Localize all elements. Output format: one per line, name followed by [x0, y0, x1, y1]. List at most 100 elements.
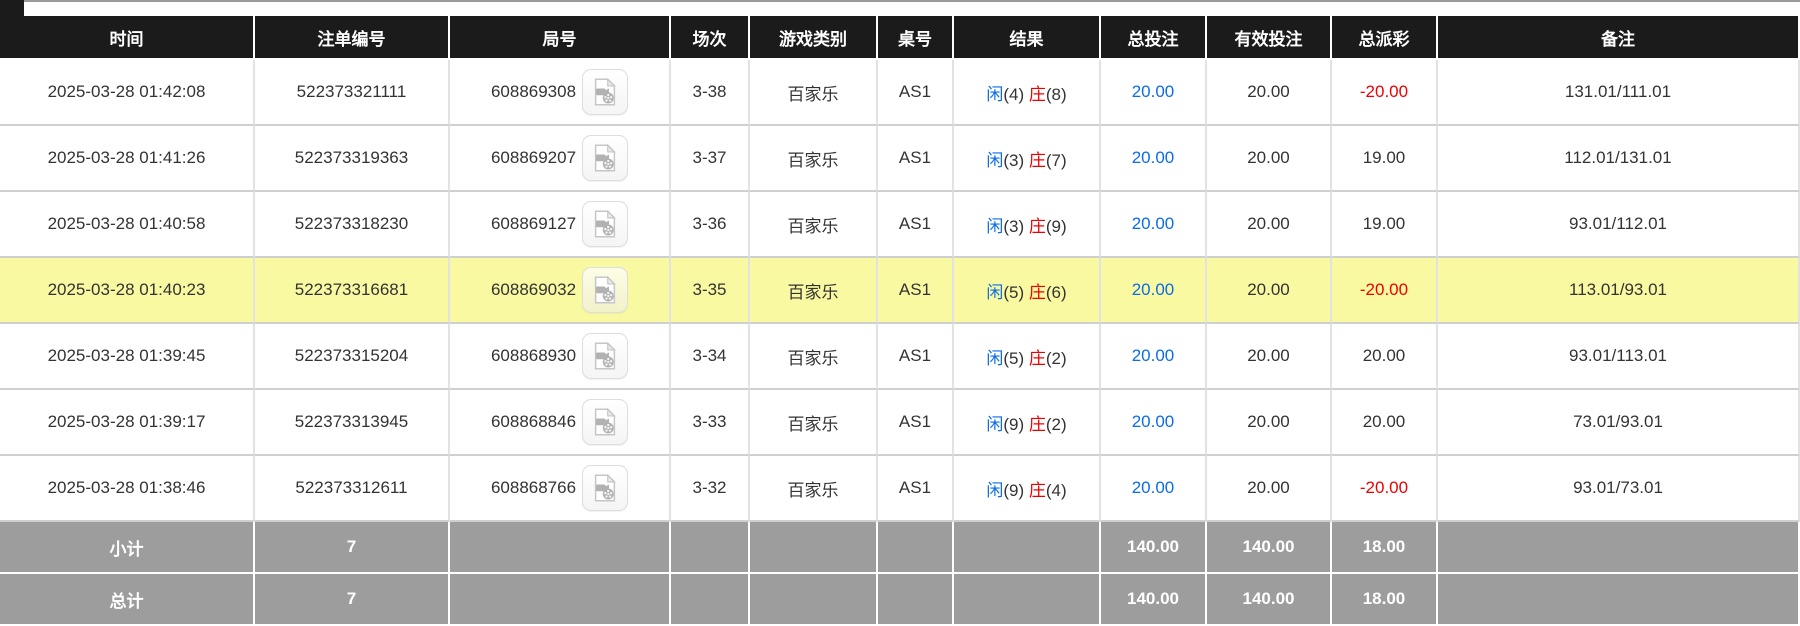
round-id-value: 608869207 — [490, 148, 577, 167]
cell-summary-total-bet: 140.00 — [1101, 522, 1207, 574]
cell-summary-result — [954, 522, 1101, 574]
result-banker-score: (7) — [1045, 150, 1067, 170]
cell-game-type: 百家乐 — [750, 324, 878, 390]
cell-session: 3-34 — [671, 324, 750, 390]
bet-row[interactable]: 2025-03-28 01:39:45 522373315204 608868930… — [0, 324, 1800, 390]
cell-summary-game — [750, 522, 878, 574]
result-banker-label: 庄 — [1028, 84, 1046, 104]
column-header-game: 游戏类别 — [750, 16, 878, 60]
round-id-group: 608869207 — [490, 135, 629, 181]
cell-time: 2025-03-28 01:41:26 — [0, 126, 255, 192]
cell-table-no: AS1 — [878, 60, 954, 126]
cell-payout: -20.00 — [1332, 456, 1438, 522]
cell-summary-payout: 18.00 — [1332, 574, 1438, 626]
bet-row[interactable]: 2025-03-28 01:40:58 522373318230 608869127… — [0, 192, 1800, 258]
cell-summary-count: 7 — [255, 574, 450, 626]
result-banker-label: 庄 — [1028, 414, 1046, 434]
cell-payout: -20.00 — [1332, 258, 1438, 324]
video-replay-button[interactable] — [582, 399, 629, 445]
video-replay-button[interactable] — [582, 267, 629, 313]
column-header-remark: 备注 — [1438, 16, 1800, 60]
cell-bet-id: 522373315204 — [255, 324, 450, 390]
grandtotal-row: 总计 7 140.00 140.00 18.00 — [0, 574, 1800, 626]
cell-result: 闲(5) 庄(6) — [954, 258, 1101, 324]
video-replay-button[interactable] — [582, 69, 629, 115]
video-replay-button[interactable] — [582, 465, 629, 511]
cell-summary-session — [671, 574, 750, 626]
cell-game-type: 百家乐 — [750, 390, 878, 456]
cell-payout: 19.00 — [1332, 192, 1438, 258]
cell-table-no: AS1 — [878, 258, 954, 324]
cell-bet-id: 522373316681 — [255, 258, 450, 324]
cell-summary-table — [878, 522, 954, 574]
cell-summary-table — [878, 574, 954, 626]
cell-remark: 131.01/111.01 — [1438, 60, 1800, 126]
round-id-value: 608868846 — [490, 412, 577, 431]
cell-round-id: 608868930 — [450, 324, 671, 390]
bet-row[interactable]: 2025-03-28 01:40:23 522373316681 608869032… — [0, 258, 1800, 324]
result-player-label: 闲 — [986, 414, 1004, 434]
cell-result: 闲(4) 庄(8) — [954, 60, 1101, 126]
bet-row[interactable]: 2025-03-28 01:42:08 522373321111 608869308… — [0, 60, 1800, 126]
round-id-value: 608869032 — [490, 280, 577, 299]
cell-time: 2025-03-28 01:39:45 — [0, 324, 255, 390]
round-id-value: 608868766 — [490, 478, 577, 497]
cell-payout: 19.00 — [1332, 126, 1438, 192]
bet-row[interactable]: 2025-03-28 01:38:46 522373312611 608868766… — [0, 456, 1800, 522]
cell-payout: -20.00 — [1332, 60, 1438, 126]
result-player-label: 闲 — [986, 282, 1004, 302]
cell-game-type: 百家乐 — [750, 456, 878, 522]
cell-session: 3-38 — [671, 60, 750, 126]
result-player-score: (3) — [1003, 216, 1029, 236]
round-id-group: 608869127 — [491, 201, 629, 247]
cell-round-id: 608869032 — [450, 258, 671, 324]
cell-result: 闲(3) 庄(7) — [954, 126, 1101, 192]
cell-total-bet: 20.00 — [1101, 456, 1207, 522]
video-replay-button[interactable] — [582, 135, 629, 181]
cell-session: 3-35 — [671, 258, 750, 324]
result-banker-label: 庄 — [1028, 348, 1046, 368]
cell-valid-bet: 20.00 — [1207, 324, 1332, 390]
cell-round-id: 608868766 — [450, 456, 671, 522]
cell-game-type: 百家乐 — [750, 192, 878, 258]
result-player-label: 闲 — [986, 84, 1004, 104]
cell-bet-id: 522373312611 — [255, 456, 450, 522]
cell-valid-bet: 20.00 — [1207, 126, 1332, 192]
cell-result: 闲(9) 庄(2) — [954, 390, 1101, 456]
cell-result: 闲(3) 庄(9) — [954, 192, 1101, 258]
cell-total-bet: 20.00 — [1101, 258, 1207, 324]
cell-valid-bet: 20.00 — [1207, 390, 1332, 456]
video-replay-button[interactable] — [582, 333, 629, 379]
cell-summary-remark — [1438, 574, 1800, 626]
cell-summary-round — [450, 574, 671, 626]
result-player-score: (5) — [1003, 348, 1029, 368]
cell-summary-session — [671, 522, 750, 574]
cell-summary-valid-bet: 140.00 — [1207, 522, 1332, 574]
cell-game-type: 百家乐 — [750, 126, 878, 192]
result-player-label: 闲 — [986, 348, 1004, 368]
cell-time: 2025-03-28 01:39:17 — [0, 390, 255, 456]
video-file-icon — [590, 473, 620, 503]
cell-game-type: 百家乐 — [750, 60, 878, 126]
result-player-label: 闲 — [986, 216, 1004, 236]
result-banker-label: 庄 — [1028, 216, 1046, 236]
cell-table-no: AS1 — [878, 126, 954, 192]
cell-payout: 20.00 — [1332, 324, 1438, 390]
bet-row[interactable]: 2025-03-28 01:39:17 522373313945 608868846… — [0, 390, 1800, 456]
result-player-label: 闲 — [986, 150, 1004, 170]
video-replay-button[interactable] — [582, 201, 629, 247]
cell-session: 3-36 — [671, 192, 750, 258]
table-body: 2025-03-28 01:42:08 522373321111 608869308… — [0, 60, 1800, 626]
cell-valid-bet: 20.00 — [1207, 60, 1332, 126]
cell-summary-total-bet: 140.00 — [1101, 574, 1207, 626]
cell-remark: 93.01/112.01 — [1438, 192, 1800, 258]
cell-remark: 112.01/131.01 — [1438, 126, 1800, 192]
result-banker-score: (2) — [1045, 348, 1067, 368]
cell-remark: 93.01/73.01 — [1438, 456, 1800, 522]
cell-bet-id: 522373313945 — [255, 390, 450, 456]
cell-remark: 113.01/93.01 — [1438, 258, 1800, 324]
bet-row[interactable]: 2025-03-28 01:41:26 522373319363 608869207… — [0, 126, 1800, 192]
cell-total-bet: 20.00 — [1101, 126, 1207, 192]
column-header-time: 时间 — [0, 16, 255, 60]
column-header-bet-id: 注单编号 — [255, 16, 450, 60]
